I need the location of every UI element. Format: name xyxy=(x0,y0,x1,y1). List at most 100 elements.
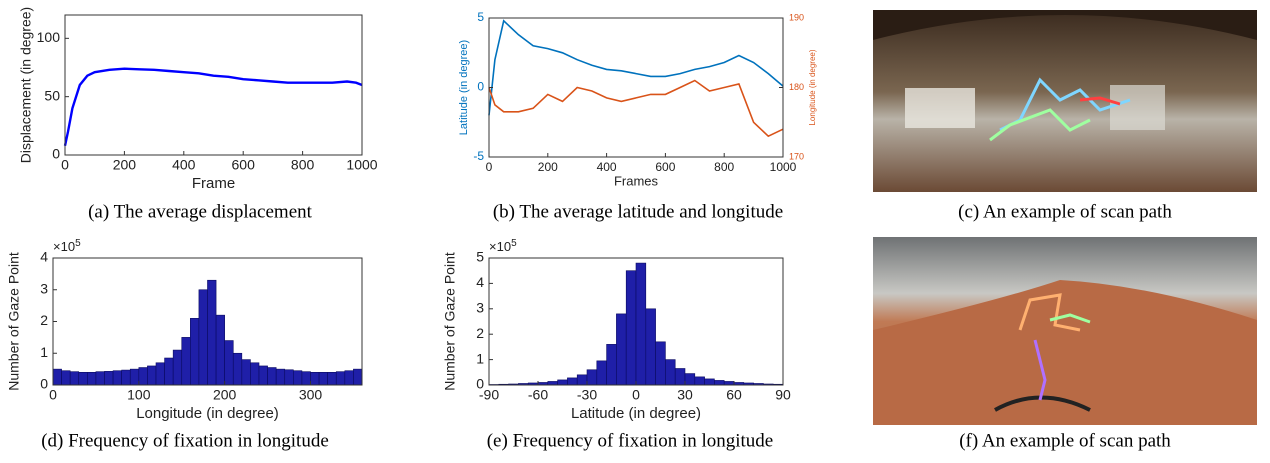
bar xyxy=(241,359,251,386)
bar xyxy=(258,365,268,386)
bar xyxy=(69,371,80,386)
bar xyxy=(275,368,286,386)
caption: (c) An example of scan path xyxy=(958,201,1172,222)
caption: (f) An example of scan path xyxy=(959,430,1171,451)
bar xyxy=(129,368,140,386)
x-tick-label: 1000 xyxy=(346,157,377,173)
x-tick-label: 400 xyxy=(597,160,617,174)
bar xyxy=(704,378,715,386)
x-tick-label: -90 xyxy=(479,387,499,403)
bar xyxy=(138,367,148,386)
y-tick-label: 0 xyxy=(40,376,48,392)
x-tick-label: 0 xyxy=(61,157,69,173)
photo-room xyxy=(873,10,1257,192)
bar xyxy=(112,370,122,386)
x-tick-label: 100 xyxy=(127,387,151,403)
x-tick-label: 300 xyxy=(299,387,323,403)
bar xyxy=(61,370,71,386)
x-tick-label: 200 xyxy=(113,157,137,173)
bar xyxy=(224,340,234,386)
x-tick-label: 800 xyxy=(714,160,734,174)
plot-frame xyxy=(488,17,784,158)
x-tick-label: 600 xyxy=(232,157,256,173)
caption: (a) The average displacement xyxy=(88,201,313,222)
y-axis-label: Latitude (in degree) xyxy=(458,40,470,135)
bar xyxy=(576,374,588,386)
bar xyxy=(318,371,328,386)
bar xyxy=(665,359,676,386)
x-tick-label: 60 xyxy=(726,387,742,403)
x-tick-label: 600 xyxy=(655,160,675,174)
y-tick-label: 1 xyxy=(476,350,484,366)
x-axis-label: Frames xyxy=(614,173,659,188)
caption: (e) Frequency of fixation in longitude xyxy=(487,430,774,451)
photo-desert xyxy=(873,237,1257,425)
bar xyxy=(301,371,311,386)
bar xyxy=(250,362,260,386)
y-tick-label: 100 xyxy=(37,29,61,45)
x-axis-label: Frame xyxy=(192,175,235,192)
y-tick-label: 4 xyxy=(476,274,484,290)
y2-tick-label: 180 xyxy=(789,82,804,92)
bar xyxy=(606,344,617,386)
y-tick-label: 3 xyxy=(40,280,48,296)
bar xyxy=(215,314,225,386)
x-axis-label: Longitude (in degree) xyxy=(136,405,279,422)
scale-exponent: 5 xyxy=(75,238,81,249)
bar xyxy=(335,371,346,386)
bar xyxy=(207,279,217,386)
axis-scale: ×105 xyxy=(489,238,517,255)
bar xyxy=(95,371,105,386)
caption: (d) Frequency of fixation in longitude xyxy=(41,430,329,451)
bar xyxy=(310,371,320,386)
line-series xyxy=(63,67,363,146)
scale-exponent: 5 xyxy=(511,238,517,249)
bar xyxy=(104,371,114,386)
x-tick-label: -60 xyxy=(528,387,548,403)
x-tick-label: 1000 xyxy=(770,160,797,174)
line-series xyxy=(488,79,784,138)
y-tick-label: 0 xyxy=(476,376,484,392)
bar xyxy=(655,341,666,386)
bar xyxy=(645,308,656,386)
bar xyxy=(155,362,165,386)
bar xyxy=(78,371,88,386)
x-tick-label: 200 xyxy=(538,160,558,174)
scale-base: ×10 xyxy=(53,239,75,254)
bar xyxy=(674,368,686,386)
x-tick-label: 200 xyxy=(213,387,237,403)
bar xyxy=(635,262,647,386)
bar xyxy=(557,379,568,386)
y2-axis-label: Longitude (in degree) xyxy=(808,49,817,125)
y-tick-label: 5 xyxy=(476,249,484,265)
x-tick-label: 800 xyxy=(291,157,315,173)
bar xyxy=(293,370,303,386)
y-tick-label: -5 xyxy=(473,149,484,163)
scale-base: ×10 xyxy=(489,239,511,254)
bar xyxy=(172,349,183,386)
y-tick-label: 0 xyxy=(477,80,484,94)
bar xyxy=(164,357,174,386)
x-tick-label: 0 xyxy=(486,160,493,174)
axis-scale: ×105 xyxy=(53,238,81,255)
x-tick-label: 0 xyxy=(632,387,640,403)
y-tick-label: 5 xyxy=(477,10,484,24)
bar xyxy=(267,367,277,386)
x-axis-label: Latitude (in degree) xyxy=(571,405,701,422)
y2-tick-label: 190 xyxy=(789,12,804,22)
bar xyxy=(232,352,243,386)
bar xyxy=(723,381,735,386)
y-tick-label: 0 xyxy=(52,146,60,162)
bar xyxy=(327,371,337,386)
bar xyxy=(344,370,354,386)
bar xyxy=(147,365,157,386)
bar xyxy=(714,380,725,386)
line-series xyxy=(488,19,784,116)
bar xyxy=(87,371,97,386)
x-tick-label: 30 xyxy=(677,387,693,403)
bar xyxy=(198,289,208,386)
bar xyxy=(284,369,294,386)
bar xyxy=(190,318,200,386)
y-axis-label: Displacement (in degree) xyxy=(18,7,34,163)
y-axis-label: Number of Gaze Point xyxy=(442,252,458,391)
